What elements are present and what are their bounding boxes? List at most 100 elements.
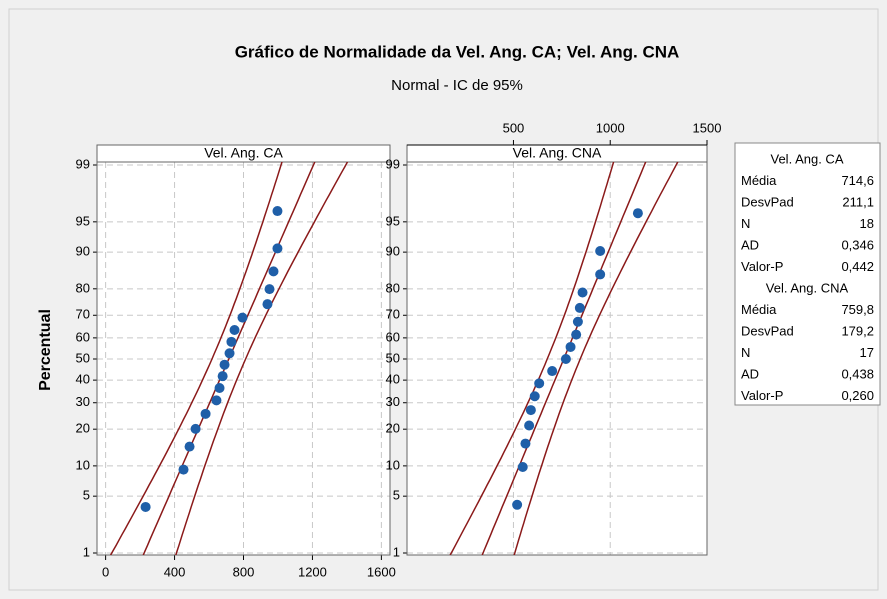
data-point — [520, 438, 531, 449]
y-tick-label: 95 — [76, 213, 90, 228]
stat-value: 179,2 — [841, 323, 874, 338]
data-point — [190, 423, 201, 434]
data-point — [214, 382, 225, 393]
data-point — [178, 464, 189, 475]
y-tick-label: 60 — [386, 329, 400, 344]
data-point — [268, 266, 279, 277]
y-tick-label: 70 — [386, 307, 400, 322]
y-tick-label: 40 — [386, 372, 400, 387]
data-point — [272, 243, 283, 254]
y-tick-label: 30 — [386, 394, 400, 409]
data-point — [272, 206, 283, 217]
data-point — [534, 378, 545, 389]
fit-lines — [109, 162, 349, 555]
data-point — [517, 461, 528, 472]
data-point — [512, 499, 523, 510]
y-tick-label: 10 — [76, 457, 90, 472]
stat-name: N — [741, 345, 750, 360]
data-point — [219, 359, 230, 370]
plot-border — [406, 161, 708, 556]
data-point — [229, 325, 240, 336]
y-tick-label: 5 — [393, 488, 400, 503]
stats-title: Vel. Ang. CNA — [766, 280, 849, 295]
stat-value: 0,442 — [841, 259, 874, 274]
confidence-band — [175, 162, 349, 555]
y-tick-label: 20 — [76, 421, 90, 436]
stat-value: 211,1 — [842, 194, 874, 209]
data-point — [547, 366, 558, 377]
stat-value: 0,346 — [841, 237, 874, 252]
data-point — [632, 208, 643, 219]
data-point — [140, 501, 151, 512]
y-tick-label: 50 — [386, 350, 400, 365]
stats-title: Vel. Ang. CA — [771, 151, 844, 166]
fit-line — [142, 162, 316, 555]
data-point — [529, 391, 540, 402]
y-tick-label: 90 — [76, 244, 90, 259]
data-point — [224, 348, 235, 359]
y-tick-label: 10 — [386, 457, 400, 472]
x-tick-label: 500 — [503, 120, 525, 135]
y-tick-label: 40 — [76, 372, 90, 387]
y-tick-label: 20 — [386, 421, 400, 436]
stat-name: Média — [741, 173, 777, 188]
data-point — [184, 441, 195, 452]
y-tick-label: 80 — [76, 280, 90, 295]
data-point — [211, 395, 222, 406]
y-tick-label: 1 — [393, 544, 400, 559]
y-axis-label: Percentual — [37, 309, 54, 391]
y-tick-label: 80 — [386, 280, 400, 295]
data-point — [572, 316, 583, 327]
y-tick-label: 30 — [76, 394, 90, 409]
data-point — [217, 371, 228, 382]
stat-name: Valor-P — [741, 259, 783, 274]
confidence-band — [109, 162, 283, 555]
x-tick-label: 1200 — [298, 564, 327, 579]
x-tick-label: 1000 — [596, 120, 625, 135]
panel-title: Vel. Ang. CA — [204, 145, 283, 161]
data-point — [560, 354, 571, 364]
stat-value: 17 — [860, 345, 874, 360]
data-point — [226, 336, 237, 347]
data-point — [525, 405, 536, 416]
y-tick-label: 50 — [76, 350, 90, 365]
data-point — [264, 284, 275, 295]
stat-name: AD — [741, 366, 759, 381]
stat-value: 0,438 — [841, 366, 874, 381]
y-tick-label: 99 — [76, 156, 90, 171]
stat-value: 759,8 — [841, 302, 874, 317]
stat-value: 0,260 — [841, 388, 874, 403]
data-point — [595, 246, 606, 257]
data-point — [571, 329, 582, 340]
stats-box — [734, 142, 881, 406]
data-point — [200, 408, 211, 419]
x-tick-label: 1600 — [367, 564, 396, 579]
chart-subtitle: Normal - IC de 95% — [391, 77, 523, 94]
data-point — [574, 302, 585, 313]
y-tick-label: 99 — [386, 156, 400, 171]
stat-name: Média — [741, 302, 777, 317]
stat-name: Valor-P — [741, 388, 783, 403]
data-point — [577, 287, 588, 298]
x-tick-label: 800 — [233, 564, 255, 579]
stat-name: DesvPad — [741, 194, 794, 209]
x-tick-label: 1500 — [693, 120, 722, 135]
y-tick-label: 60 — [76, 329, 90, 344]
x-tick-label: 400 — [164, 564, 186, 579]
confidence-band — [449, 162, 615, 555]
x-tick-label: 0 — [102, 564, 109, 579]
plot-border — [96, 161, 391, 556]
data-point — [565, 341, 576, 352]
stat-value: 714,6 — [841, 173, 874, 188]
stat-name: AD — [741, 237, 759, 252]
data-point — [524, 420, 535, 431]
y-tick-label: 90 — [386, 244, 400, 259]
data-point — [237, 312, 248, 323]
y-tick-label: 1 — [83, 544, 90, 559]
y-tick-label: 70 — [76, 307, 90, 322]
data-point — [595, 269, 606, 280]
y-tick-label: 5 — [83, 488, 90, 503]
stat-name: DesvPad — [741, 323, 794, 338]
stat-value: 18 — [860, 216, 874, 231]
